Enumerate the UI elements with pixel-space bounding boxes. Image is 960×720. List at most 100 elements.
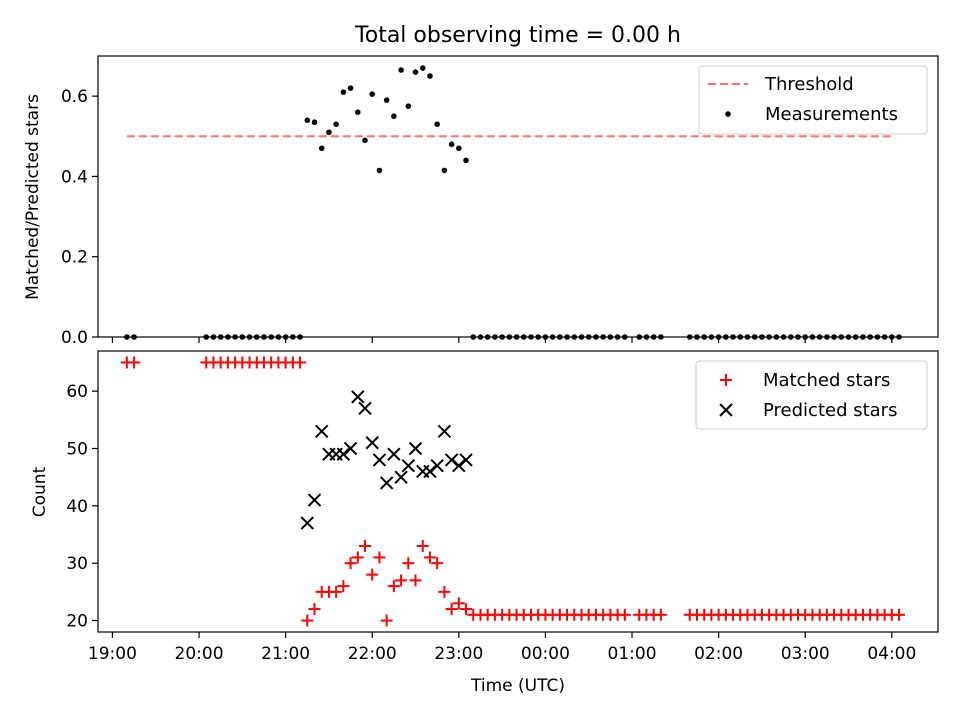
matched-star-point	[387, 580, 400, 593]
predicted-star-point	[387, 447, 401, 461]
predicted-star-point	[351, 390, 365, 404]
matched-star-point	[445, 603, 458, 616]
bottom-x-ticks: 19:00 20:00 21:00 22:00 23:00 00:00 01:00 02:00…	[88, 632, 916, 664]
bottom-axes: 20 30 40 50 60 19:00 20:00 21:00 22:00 23:00 00:0…	[30, 350, 939, 696]
y-tick-label: 0.2	[61, 248, 88, 268]
legend-matched-label: Matched stars	[763, 370, 890, 391]
predicted-star-point	[365, 436, 379, 450]
matched-star-point	[423, 551, 436, 564]
measurement-point	[412, 69, 419, 75]
x-tick-label: 23:00	[434, 644, 483, 664]
predicted-star-point	[423, 464, 437, 479]
predicted-star-point	[394, 470, 408, 484]
matched-star-point	[438, 585, 451, 598]
matched-star-point	[654, 608, 667, 621]
x-tick-label: 00:00	[521, 644, 570, 664]
x-tick-label: 04:00	[867, 644, 916, 664]
x-tick-label: 22:00	[348, 644, 397, 664]
y-tick-label: 60	[66, 382, 88, 402]
x-tick-label: 03:00	[781, 644, 830, 664]
y-tick-label: 40	[66, 497, 88, 517]
matched-star-point	[359, 539, 372, 552]
measurement-point	[391, 113, 397, 120]
matched-star-point	[452, 597, 465, 610]
matched-star-point	[893, 608, 906, 621]
matched-star-point	[380, 614, 393, 627]
measurement-point	[326, 129, 332, 136]
measurement-point	[362, 137, 368, 144]
matched-star-point	[308, 603, 321, 616]
predicted-star-point	[444, 453, 459, 467]
bottom-y-ticks: 20 30 40 50 60	[66, 382, 98, 632]
matched-star-point	[301, 614, 314, 627]
predicted-star-point	[408, 441, 423, 456]
y-tick-label: 0.4	[61, 167, 88, 187]
y-tick-label: 0.0	[61, 328, 88, 348]
y-tick-label: 30	[66, 554, 88, 574]
bottom-x-axis-label: Time (UTC)	[470, 676, 565, 696]
matched-star-point	[618, 608, 631, 621]
predicted-star-point	[372, 453, 387, 467]
bottom-axes-frame	[97, 350, 939, 633]
matched-star-point	[395, 574, 408, 587]
measurement-point	[333, 121, 339, 128]
measurement-point	[347, 85, 354, 91]
predicted-star-point	[437, 424, 452, 438]
measurement-point	[318, 145, 325, 152]
matched-star-point	[337, 580, 350, 593]
measurement-point	[354, 109, 361, 115]
bottom-legend-frame	[695, 360, 928, 430]
matched-star-point	[409, 574, 422, 587]
matched-star-point	[366, 568, 379, 581]
legend-predicted-swatch	[719, 403, 733, 417]
predicted-star-point	[343, 441, 358, 456]
legend-measurements-label: Measurements	[765, 104, 898, 125]
measurement-point	[311, 119, 318, 126]
measurement-point	[369, 91, 376, 97]
matched-star-point	[373, 551, 386, 564]
top-axes: 0.0 0.2 0.4 0.6 Matched/Predicted stars Thr…	[23, 55, 939, 348]
x-tick-label: 19:00	[88, 644, 137, 664]
predicted-star-point	[315, 424, 329, 438]
measurement-point	[340, 89, 347, 95]
measurement-point	[376, 167, 383, 174]
matched-star-point	[294, 356, 307, 369]
matched-star-point	[431, 557, 444, 570]
measurement-point	[448, 141, 455, 148]
y-tick-label: 0.6	[61, 87, 88, 107]
predicted-star-point	[401, 458, 416, 473]
matched-star-point	[402, 557, 415, 570]
top-x-ticks	[111, 337, 893, 343]
measurement-point	[419, 65, 426, 71]
measurement-point	[463, 157, 469, 164]
measurement-point	[441, 167, 448, 174]
measurement-point	[383, 97, 390, 103]
bottom-legend: Matched stars Predicted stars	[695, 360, 928, 430]
top-legend: Threshold Measurements	[698, 65, 928, 135]
measurement-point	[405, 103, 412, 109]
matched-star-point	[351, 551, 364, 564]
matched-star-point	[344, 557, 357, 570]
top-y-ticks: 0.0 0.2 0.4 0.6	[61, 87, 98, 348]
top-legend-frame	[698, 65, 928, 135]
x-tick-label: 20:00	[175, 644, 224, 664]
matched-star-point	[128, 356, 141, 369]
x-tick-label: 21:00	[261, 644, 310, 664]
matched-star-point	[330, 585, 343, 598]
top-axes-frame	[97, 55, 939, 338]
predicted-star-point	[336, 447, 351, 461]
matched-star-point	[416, 539, 429, 552]
x-tick-label: 01:00	[608, 644, 657, 664]
measurement-point	[427, 73, 433, 79]
measurement-point	[434, 121, 440, 128]
top-y-axis-label: Matched/Predicted stars	[23, 94, 43, 300]
bottom-plot-area	[120, 356, 906, 627]
measurement-point	[304, 117, 311, 124]
predicted-star-point	[307, 493, 322, 507]
legend-matched-swatch	[720, 374, 732, 386]
measurement-point	[456, 145, 462, 152]
y-tick-label: 20	[66, 612, 88, 632]
measurement-point	[398, 67, 404, 73]
predicted-star-point	[452, 458, 466, 473]
